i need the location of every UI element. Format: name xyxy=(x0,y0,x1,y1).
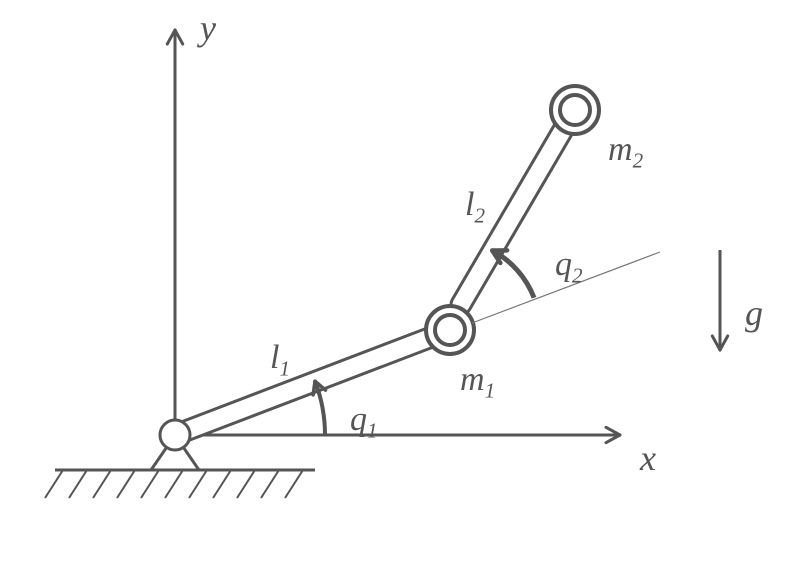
pivot-joint xyxy=(160,420,190,450)
link-1 xyxy=(171,321,453,445)
y-axis-label: y xyxy=(197,8,216,48)
joint-1-inner xyxy=(435,315,465,345)
ground-hatch xyxy=(165,470,183,498)
q1-label: q1 xyxy=(350,401,378,442)
mass1-label: m1 xyxy=(460,361,495,402)
x-axis-label: x xyxy=(639,438,656,478)
ground-hatch xyxy=(213,470,231,498)
ground-hatch xyxy=(93,470,111,498)
link2-label: l2 xyxy=(465,186,485,227)
ground-hatch xyxy=(237,470,255,498)
mass2-label: m2 xyxy=(608,131,644,172)
link1-label: l1 xyxy=(270,339,290,380)
ground-hatch xyxy=(117,470,135,498)
ground-hatch xyxy=(45,470,63,498)
two-link-manipulator-diagram: x y g l1 l2 m1 m2 q1 q2 xyxy=(0,0,800,580)
ground-hatch xyxy=(285,470,303,498)
gravity-label: g xyxy=(745,293,763,333)
ground-hatch xyxy=(189,470,207,498)
ground-hatch xyxy=(261,470,279,498)
ground-hatch xyxy=(141,470,159,498)
joint-2-inner xyxy=(560,95,590,125)
q2-label: q2 xyxy=(555,246,583,287)
ground-hatch xyxy=(69,470,87,498)
